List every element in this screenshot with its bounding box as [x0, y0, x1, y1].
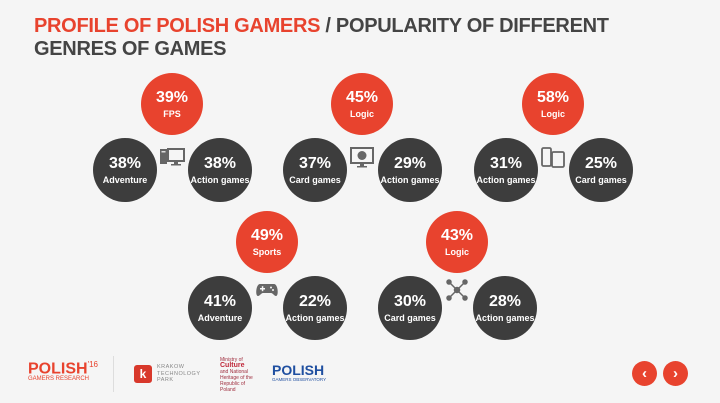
genre-label: Adventure: [102, 175, 148, 185]
page-title: PROFILE OF POLISH GAMERS / POPULARITY OF…: [34, 15, 609, 60]
genre-label: FPS: [163, 109, 181, 119]
previous-button[interactable]: ‹: [632, 361, 657, 386]
genre-circle-left: 38% Adventure: [93, 138, 157, 202]
genre-circle-right: 29% Action games: [378, 138, 442, 202]
footer-logos: POLISH'16 GAMERS RESEARCH k KRAKOW TECHNO…: [0, 350, 340, 400]
genre-label: Logic: [541, 109, 565, 119]
percentage: 43%: [440, 227, 474, 244]
next-button[interactable]: ›: [663, 361, 688, 386]
polish-gamers-observatory-logo: POLISH GAMERS OBSERVATORY: [272, 362, 327, 382]
genre-label: Action games: [285, 313, 345, 323]
mobile-tablet-icon: [540, 146, 566, 170]
polish-gamers-research-logo: POLISH'16 GAMERS RESEARCH: [28, 360, 98, 383]
genre-label: Card games: [289, 175, 341, 185]
genre-label: Logic: [350, 109, 374, 119]
genre-label: Card games: [575, 175, 627, 185]
top-genre-circle: 58% Logic: [522, 73, 584, 135]
top-genre-circle: 49% Sports: [236, 211, 298, 273]
percentage: 49%: [250, 227, 284, 244]
percentage: 28%: [488, 293, 522, 310]
percentage: 29%: [393, 155, 427, 172]
percentage: 45%: [345, 89, 379, 106]
percentage: 37%: [298, 155, 332, 172]
genre-label: Sports: [252, 247, 282, 257]
gamepad-icon: [254, 278, 280, 302]
genre-circle-left: 30% Card games: [378, 276, 442, 340]
divider: [113, 356, 114, 392]
genre-label: Logic: [445, 247, 469, 257]
percentage: 41%: [203, 293, 237, 310]
genre-label: Adventure: [197, 313, 243, 323]
genre-label: Action games: [190, 175, 250, 185]
genre-circle-right: 28% Action games: [473, 276, 537, 340]
genre-circle-left: 37% Card games: [283, 138, 347, 202]
web-monitor-icon: [349, 146, 375, 170]
genre-circle-right: 25% Card games: [569, 138, 633, 202]
top-genre-circle: 45% Logic: [331, 73, 393, 135]
percentage: 22%: [298, 293, 332, 310]
genre-label: Card games: [384, 313, 436, 323]
top-genre-circle: 39% FPS: [141, 73, 203, 135]
percentage: 39%: [155, 89, 189, 106]
desktop-computer-icon: [159, 146, 185, 170]
genre-circle-right: 22% Action games: [283, 276, 347, 340]
genre-circle-left: 41% Adventure: [188, 276, 252, 340]
genre-label: Action games: [476, 175, 536, 185]
genre-circle-right: 38% Action games: [188, 138, 252, 202]
percentage: 31%: [489, 155, 523, 172]
ministry-of-culture-logo: Ministry of Culture and National Heritage …: [220, 357, 253, 393]
krakow-technology-park-logo: k KRAKOW TECHNOLOGY PARK: [134, 364, 201, 384]
percentage: 30%: [393, 293, 427, 310]
percentage: 25%: [584, 155, 618, 172]
top-genre-circle: 43% Logic: [426, 211, 488, 273]
percentage: 38%: [203, 155, 237, 172]
genre-label: Action games: [380, 175, 440, 185]
percentage: 58%: [536, 89, 570, 106]
social-network-icon: [444, 278, 470, 302]
percentage: 38%: [108, 155, 142, 172]
genre-label: Action games: [475, 313, 535, 323]
genre-circle-left: 31% Action games: [474, 138, 538, 202]
